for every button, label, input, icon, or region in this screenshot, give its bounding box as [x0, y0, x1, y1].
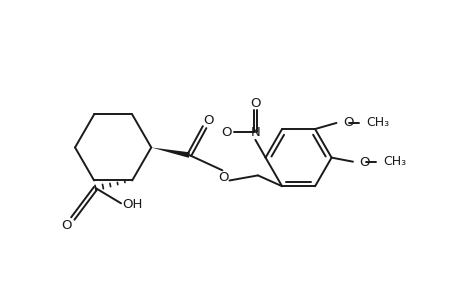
Text: O: O — [62, 219, 72, 232]
Text: OH: OH — [122, 198, 142, 211]
Text: CH₃: CH₃ — [366, 116, 389, 129]
Text: O: O — [203, 113, 213, 127]
Text: O: O — [221, 126, 232, 139]
Text: O: O — [218, 171, 228, 184]
Text: O: O — [250, 97, 260, 110]
Text: O: O — [342, 116, 353, 129]
Text: O: O — [359, 156, 369, 169]
Text: N: N — [250, 126, 260, 139]
Text: CH₃: CH₃ — [382, 155, 405, 168]
Polygon shape — [151, 148, 190, 158]
